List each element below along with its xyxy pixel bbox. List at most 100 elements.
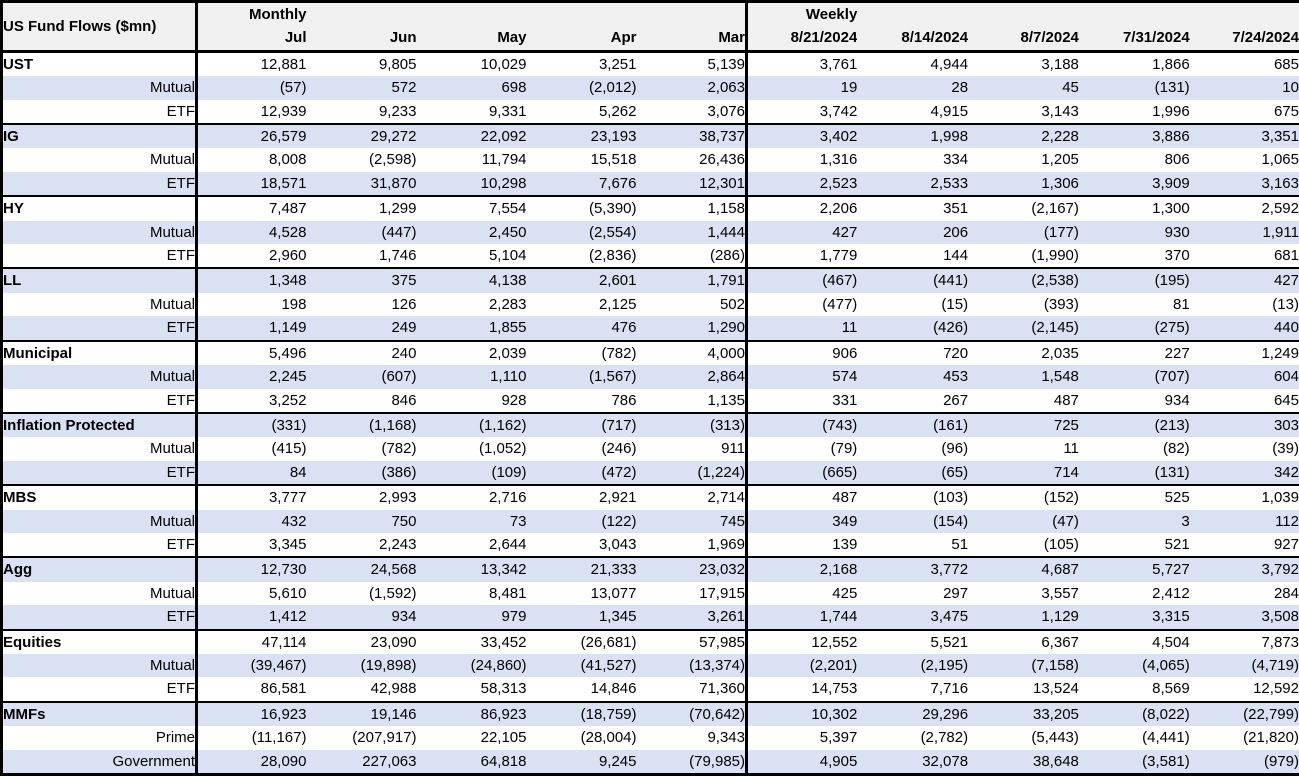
value-cell: 1,135 (707, 391, 745, 409)
value-cell: 1,444 (707, 223, 745, 241)
value-cell: 29,296 (857, 700, 969, 727)
value-cell: 5,496 (195, 339, 307, 366)
detail-row: Mutual (39,467) (19,898) (24,860) (41,527) (1… (1, 653, 1299, 678)
value-cell: 38,737 (636, 123, 747, 149)
detail-row: Mutual 432 750 73 (122) 745 349 (154) (47) 3 112 (1, 509, 1299, 533)
value-cell: 681 (1273, 247, 1299, 265)
value-cell: (79) (745, 437, 858, 461)
value-cell: 521 (1164, 535, 1190, 553)
detail-row: Mutual 8,008 (2,598) 11,794 15,518 26,436 1,31… (2, 148, 1299, 172)
value-cell: 51 (951, 535, 969, 553)
value-cell: (13,374) (689, 656, 745, 674)
value-cell: 370 (1164, 247, 1190, 265)
value-cell: 714 (1053, 463, 1079, 481)
value-cell: 84 (195, 460, 307, 486)
value-cell: (2,836) (588, 247, 637, 265)
value-cell: 1,039 (1189, 484, 1299, 510)
row-type-label: ETF (166, 247, 195, 265)
value-cell: 3,251 (598, 55, 637, 73)
detail-row: Mutual 2,245 (607) 1,110 (1,567) 2,864 574 453 1… (1, 365, 1299, 389)
row-type-label: ETF (166, 608, 195, 626)
value-cell: (122) (601, 512, 637, 530)
value-cell: 10,029 (480, 55, 527, 73)
value-cell: 2,993 (306, 484, 417, 510)
value-cell: 8,481 (488, 584, 527, 602)
value-cell: 2,523 (745, 171, 858, 197)
value-cell: 1,348 (195, 267, 307, 293)
value-cell: 1,998 (857, 123, 969, 149)
value-cell: 2,960 (195, 244, 307, 269)
value-cell: (386) (381, 463, 417, 481)
category-label: Municipal (1, 339, 197, 366)
value-cell: (18,759) (526, 700, 637, 727)
value-cell: 9,343 (707, 729, 745, 747)
value-cell: 33,205 (968, 700, 1079, 727)
value-cell: (1,052) (478, 440, 527, 458)
value-cell: 1,249 (1189, 339, 1299, 366)
value-cell: 13,077 (590, 584, 637, 602)
value-cell: 2,168 (745, 556, 858, 582)
value-cell: 71,360 (699, 680, 745, 698)
value-cell: 5,139 (707, 55, 745, 73)
value-cell: 7,873 (1189, 628, 1299, 654)
value-cell: (70,642) (636, 700, 747, 727)
value-cell: 4,905 (745, 749, 858, 775)
value-cell: 2,533 (930, 174, 969, 192)
value-cell: 12,939 (195, 99, 307, 125)
value-cell: 502 (719, 295, 745, 313)
column-header-week-4: 7/31/2024 (1122, 29, 1190, 47)
value-cell: (152) (968, 484, 1079, 510)
value-cell: 4,504 (1078, 628, 1190, 654)
value-cell: 16,923 (195, 700, 307, 727)
value-cell: 806 (1164, 151, 1190, 169)
value-cell: 139 (745, 532, 858, 558)
value-cell: (743) (745, 411, 858, 438)
value-cell: 10,302 (745, 700, 858, 727)
detail-row: ETF 86,581 42,988 58,313 14,846 71,360 14,753 7… (2, 677, 1299, 702)
value-cell: 3,475 (930, 608, 969, 626)
value-cell: 144 (943, 247, 969, 265)
detail-row: ETF 84 (386) (109) (472) (1,224) (665) (65) 714 (… (1, 460, 1299, 486)
value-cell: 9,233 (378, 102, 417, 120)
header-spacer (417, 2, 527, 27)
value-cell: 3,557 (1041, 584, 1079, 602)
value-cell: (275) (1154, 319, 1190, 337)
value-cell: 249 (391, 319, 417, 337)
value-cell: 1,299 (306, 195, 417, 221)
row-type-label: Mutual (149, 440, 195, 458)
category-label: Agg (1, 556, 197, 582)
value-cell: 2,716 (416, 484, 527, 510)
value-cell: 1,548 (1041, 368, 1079, 386)
row-type-label: ETF (166, 102, 195, 120)
value-cell: 3,792 (1189, 556, 1299, 582)
value-cell: 1,779 (745, 244, 858, 269)
value-cell: 572 (391, 79, 417, 97)
value-cell: 13,342 (416, 556, 527, 582)
row-type-label: ETF (166, 174, 195, 192)
value-cell: 3 (1181, 512, 1190, 530)
category-label: Inflation Protected (1, 411, 197, 438)
value-cell: (1,990) (1031, 247, 1079, 265)
value-cell: 5,610 (195, 581, 307, 606)
value-cell: (246) (601, 440, 637, 458)
value-cell: (2,201) (745, 653, 858, 678)
value-cell: 906 (745, 339, 858, 366)
value-cell: (477) (745, 292, 858, 317)
category-label: UST (3, 55, 33, 73)
column-header-week-1: 8/21/2024 (745, 26, 858, 52)
value-cell: 267 (943, 391, 969, 409)
value-cell: 5,727 (1078, 556, 1190, 582)
value-cell: 4,000 (636, 339, 747, 366)
value-cell: 3,777 (195, 484, 307, 510)
value-cell: 9,331 (488, 102, 527, 120)
value-cell: 22,092 (416, 123, 527, 149)
value-cell: 425 (745, 581, 858, 606)
value-cell: (467) (745, 267, 858, 293)
table-header: US Fund Flows ($mn) Monthly Weekly Jul J… (1, 1, 1299, 52)
header-spacer (637, 2, 747, 27)
value-cell: 2,283 (488, 295, 527, 313)
value-cell: 1,158 (636, 195, 747, 221)
value-cell: 604 (1273, 368, 1299, 386)
value-cell: 645 (1273, 391, 1299, 409)
row-type-label: Mutual (149, 79, 195, 97)
